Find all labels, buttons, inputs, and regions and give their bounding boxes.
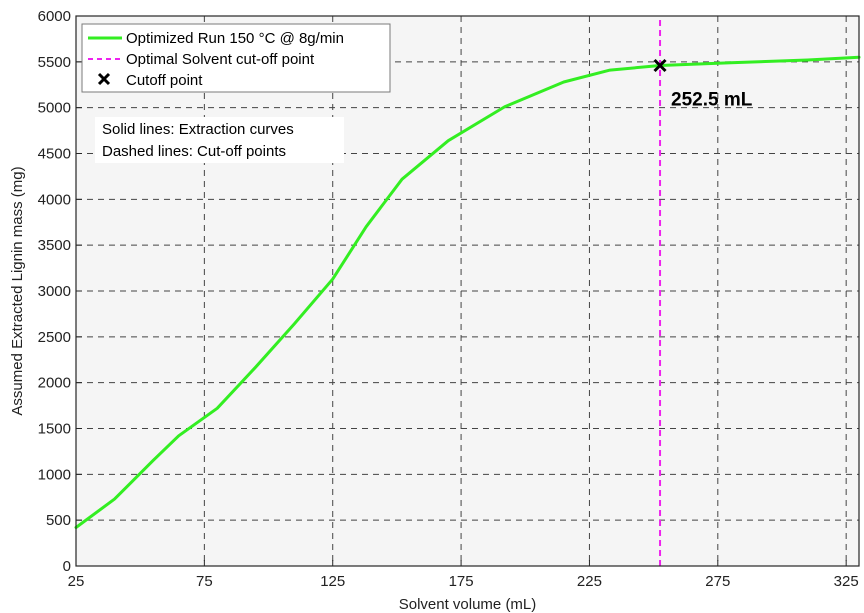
marker-layer xyxy=(653,58,667,73)
x-tick-label: 75 xyxy=(196,573,213,590)
y-tick-label: 1000 xyxy=(38,466,71,483)
y-tick-label: 2500 xyxy=(38,329,71,346)
y-tick-label: 6000 xyxy=(38,8,71,25)
legend: Optimized Run 150 °C @ 8g/min Optimal So… xyxy=(81,23,391,93)
cutoff-point-marker xyxy=(653,58,667,73)
y-axis-title: Assumed Extracted Lignin mass (mg) xyxy=(9,166,26,415)
x-axis-title: Solvent volume (mL) xyxy=(399,596,537,613)
legend-label-cutoff-point: Cutoff point xyxy=(126,72,203,89)
note-line-extraction-curves: Solid lines: Extraction curves xyxy=(102,121,294,138)
grid-lines xyxy=(76,16,859,566)
legend-box xyxy=(81,23,391,93)
legend-marker-cutoff-point xyxy=(97,72,111,86)
y-tick-label: 500 xyxy=(46,512,71,529)
extraction-curve-line xyxy=(74,55,861,529)
note-line-cutoff-points: Dashed lines: Cut-off points xyxy=(102,143,286,160)
y-tick-label: 4500 xyxy=(38,146,71,163)
x-tick-label: 325 xyxy=(834,573,859,590)
x-tick-label: 125 xyxy=(320,573,345,590)
cutoff-volume-annotation: 252.5 mL xyxy=(671,90,753,111)
y-tick-label: 3500 xyxy=(38,237,71,254)
x-tick-label: 275 xyxy=(705,573,730,590)
y-tick-label: 0 xyxy=(63,558,71,575)
x-tick-label: 175 xyxy=(449,573,474,590)
y-tick-label: 2000 xyxy=(38,375,71,392)
legend-label-extraction-curve: Optimized Run 150 °C @ 8g/min xyxy=(126,30,344,47)
y-tick-label: 3000 xyxy=(38,283,71,300)
y-tick-label: 4000 xyxy=(38,191,71,208)
note-box: Solid lines: Extraction curves Dashed li… xyxy=(95,117,344,163)
y-tick-label: 5500 xyxy=(38,54,71,71)
x-tick-label: 25 xyxy=(68,573,85,590)
x-tick-label: 225 xyxy=(577,573,602,590)
legend-label-cutoff-line: Optimal Solvent cut-off point xyxy=(126,51,315,68)
tick-layer: 25 75 125 175 225 275 325 0 500 1000 1500 2000 2500 3… xyxy=(38,8,859,590)
note-box-background xyxy=(95,117,344,163)
y-tick-label: 5000 xyxy=(38,100,71,117)
series-layer xyxy=(74,16,861,566)
y-tick-label: 1500 xyxy=(38,421,71,438)
